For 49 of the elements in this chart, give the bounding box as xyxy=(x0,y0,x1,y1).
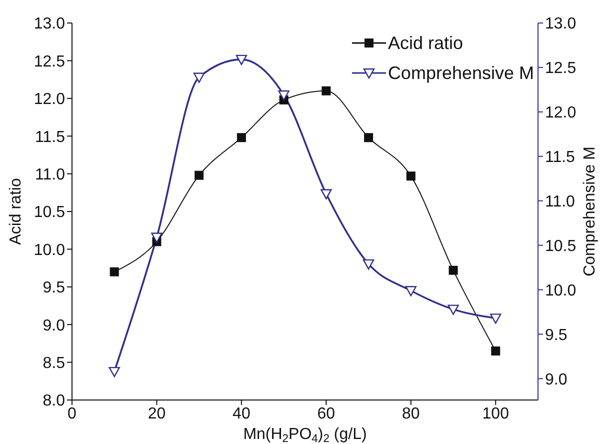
y2-tick-label: 11.5 xyxy=(545,149,576,166)
y2-tick-label: 12.0 xyxy=(545,104,576,122)
x-axis-title: Mn(H$_{2}$PO$_{4}$)$_{2}$ (g/L) xyxy=(243,426,367,444)
point xyxy=(406,172,416,181)
y-tick-label: 10.5 xyxy=(34,204,66,222)
y2-tick-label: 9.0 xyxy=(545,371,568,388)
point xyxy=(194,170,204,180)
point xyxy=(278,90,290,101)
y-tick-label: 9.0 xyxy=(42,317,66,334)
legend-label: Acid ratio xyxy=(388,32,463,55)
point xyxy=(491,346,500,356)
y2-tick-label: 11.0 xyxy=(545,194,576,211)
point xyxy=(405,286,417,296)
y-tick-label: 8.5 xyxy=(42,354,66,372)
y-tick-label: 12.5 xyxy=(34,53,66,70)
point xyxy=(236,133,246,142)
point xyxy=(322,86,331,96)
y2-tick-label: 9.5 xyxy=(545,326,568,344)
y-tick-label: 8.0 xyxy=(42,392,66,410)
y2-tick-label: 10.5 xyxy=(545,238,576,255)
point xyxy=(364,133,374,142)
y-tick-label: 11.0 xyxy=(35,166,66,184)
y2-axis-title: Comprehensive M xyxy=(582,146,598,276)
y-tick-label: 10.0 xyxy=(34,242,66,259)
x-tick-label: 60 xyxy=(317,405,336,422)
point xyxy=(108,366,120,378)
y-tick-label: 12.0 xyxy=(34,91,66,108)
x-tick-label: 40 xyxy=(232,405,250,422)
point xyxy=(448,304,459,315)
y2-tick-label: 12.5 xyxy=(545,60,576,78)
point xyxy=(151,232,162,243)
point xyxy=(448,266,458,275)
y-tick-label: 9.5 xyxy=(42,280,66,297)
point xyxy=(362,259,374,270)
y-tick-label: 13.0 xyxy=(34,16,66,33)
x-tick-label: 0 xyxy=(68,405,77,422)
point xyxy=(193,72,205,83)
legend-label: Comprehensive M xyxy=(388,62,534,85)
point xyxy=(490,314,502,324)
y-tick-label: 11.5 xyxy=(35,128,66,146)
y-axis-title: Acid ratio xyxy=(8,178,24,245)
point xyxy=(110,267,119,276)
y2-tick-label: 10.0 xyxy=(545,282,576,300)
point xyxy=(236,54,248,66)
y2-tick-label: 13.0 xyxy=(545,16,576,33)
point xyxy=(320,189,332,200)
x-tick-label: 100 xyxy=(482,405,510,422)
x-tick-label: 80 xyxy=(402,405,420,422)
x-tick-label: 20 xyxy=(148,405,166,422)
